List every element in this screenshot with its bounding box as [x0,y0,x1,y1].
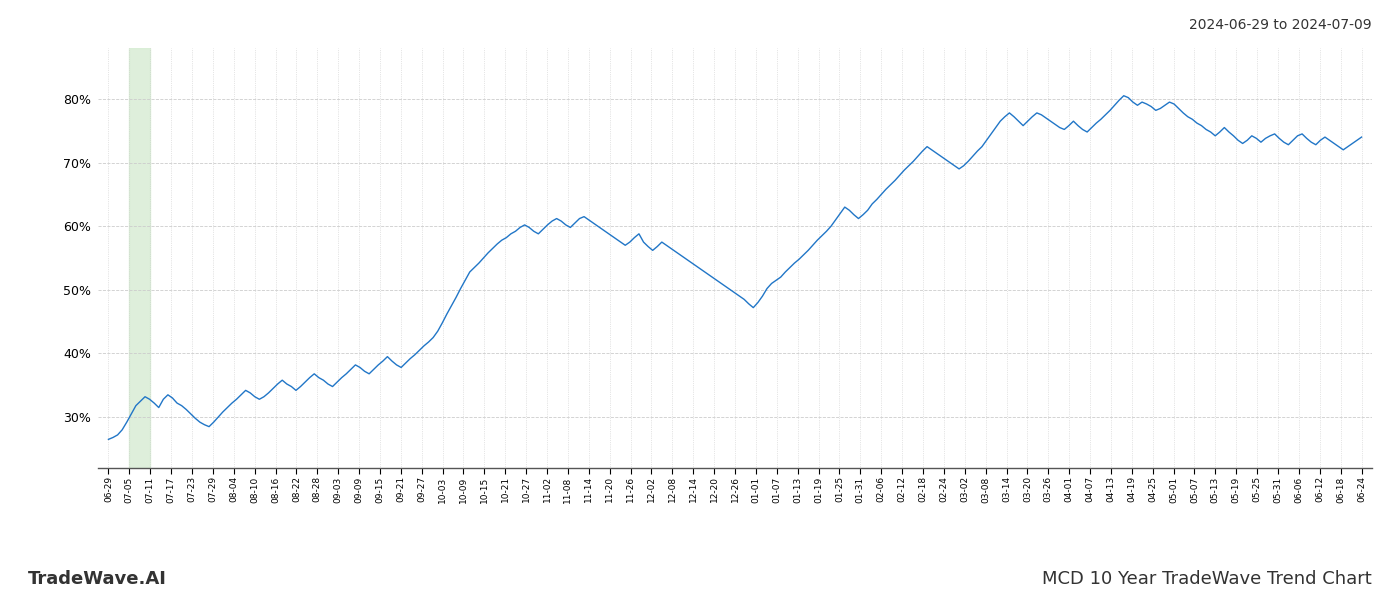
Bar [129,48,150,468]
Text: TradeWave.AI: TradeWave.AI [28,570,167,588]
Text: MCD 10 Year TradeWave Trend Chart: MCD 10 Year TradeWave Trend Chart [1042,570,1372,588]
Text: 2024-06-29 to 2024-07-09: 2024-06-29 to 2024-07-09 [1190,18,1372,32]
